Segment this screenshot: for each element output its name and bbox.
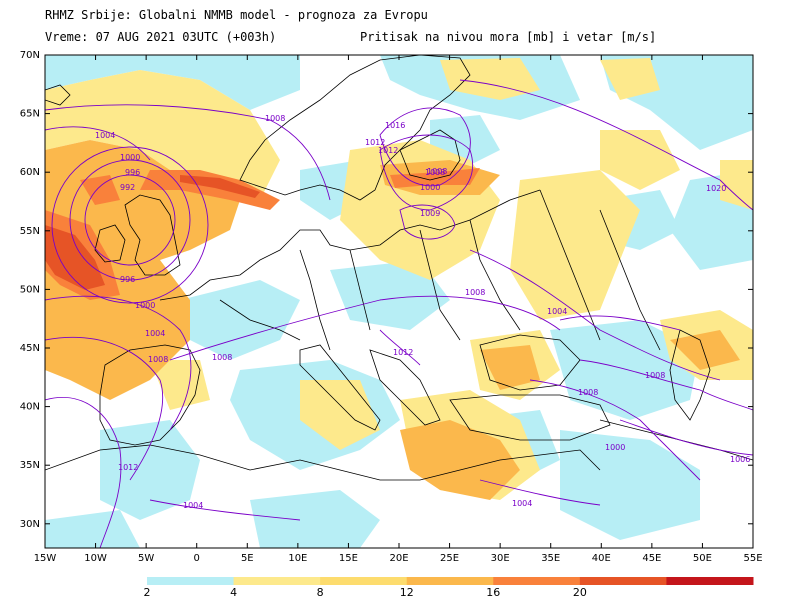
isobar-label: 1020 xyxy=(706,184,726,193)
map-plot-area: 1008 1004 1000 996 992 996 1000 1004 100… xyxy=(45,55,753,548)
isobar-labels: 1008 1004 1000 996 992 996 1000 1004 100… xyxy=(95,114,750,510)
latitude-label: 30N xyxy=(20,519,40,530)
longitude-label: 20E xyxy=(389,553,408,564)
isobar-label: 1000 xyxy=(120,153,140,162)
longitude-axis: 15W 10W 5W 0 5E 10E 15E 20E 25E 30E 35E 40E 45E 50E 55… xyxy=(34,55,763,564)
longitude-label: 15E xyxy=(339,553,358,564)
isobar-label: 996 xyxy=(125,168,140,177)
isobar-label: 1000 xyxy=(135,301,155,310)
isobar-label: 1000 xyxy=(605,443,625,452)
isobar-label: 1008 xyxy=(645,371,665,380)
colorbar-threshold-label: 2 xyxy=(143,586,151,599)
isobar-label: 992 xyxy=(120,183,135,192)
colorbar-segment xyxy=(579,577,667,585)
latitude-label: 35N xyxy=(20,460,40,471)
isobar-label: 1012 xyxy=(393,348,413,357)
isobar-label: 1004 xyxy=(512,499,532,508)
isobar-label: 1008 xyxy=(427,167,447,176)
longitude-label: 40E xyxy=(592,553,611,564)
isobar-label: 1008 xyxy=(212,353,232,362)
longitude-label: 15W xyxy=(34,553,57,564)
longitude-label: 5W xyxy=(138,553,154,564)
colorbar-segment xyxy=(666,577,754,585)
latitude-label: 45N xyxy=(20,343,40,354)
isobar-label: 1012 xyxy=(118,463,138,472)
wind-band-16-20 xyxy=(45,175,260,290)
colorbar-segment xyxy=(320,577,408,585)
isobar-label: 1004 xyxy=(547,307,567,316)
header-title: RHMZ Srbije: Globalni NMMB model - progn… xyxy=(45,8,428,22)
longitude-label: 50E xyxy=(693,553,712,564)
colorbar-threshold-label: 8 xyxy=(316,586,324,599)
isobar-label: 1008 xyxy=(148,355,168,364)
colorbar-threshold-label: 4 xyxy=(230,586,238,599)
isobar-label: 1004 xyxy=(95,131,115,140)
longitude-label: 25E xyxy=(440,553,459,564)
isobar-label: 1008 xyxy=(265,114,285,123)
latitude-label: 60N xyxy=(20,167,40,178)
latitude-label: 65N xyxy=(20,109,40,120)
isobar-label: 1012 xyxy=(365,138,385,147)
coastlines-borders xyxy=(45,55,753,481)
isobar-label: 1009 xyxy=(420,209,440,218)
latitude-label: 40N xyxy=(20,402,40,413)
colorbar-segment xyxy=(147,577,235,585)
isobar-label: 1008 xyxy=(578,388,598,397)
longitude-label: 45E xyxy=(642,553,661,564)
header-field-description: Pritisak na nivou mora [mb] i vetar [m/s… xyxy=(360,30,657,44)
longitude-label: 30E xyxy=(491,553,510,564)
isobar-label: 1000 xyxy=(420,183,440,192)
isobar-label: 1016 xyxy=(385,121,405,130)
longitude-label: 10W xyxy=(84,553,107,564)
isobar-label: 1004 xyxy=(145,329,165,338)
longitude-label: 55E xyxy=(743,553,762,564)
header-valid-time: Vreme: 07 AUG 2021 03UTC (+003h) xyxy=(45,30,277,44)
latitude-label: 70N xyxy=(20,50,40,61)
latitude-axis: 70N 65N 60N 55N 50N 45N 40N 35N 30N xyxy=(20,50,753,530)
colorbar-threshold-label: 12 xyxy=(399,586,414,599)
isobar-label: 1006 xyxy=(730,455,750,464)
longitude-label: 10E xyxy=(288,553,307,564)
colorbar-threshold-label: 16 xyxy=(486,586,501,599)
longitude-label: 0 xyxy=(194,553,200,564)
isobar-label: 1012 xyxy=(378,146,398,155)
colorbar-segment xyxy=(233,577,321,585)
isobar-label: 1008 xyxy=(425,168,445,177)
isobar-label: 1008 xyxy=(465,288,485,297)
isobars xyxy=(45,79,753,548)
longitude-label: 5E xyxy=(241,553,254,564)
isobar-label: 1004 xyxy=(183,501,203,510)
colorbar-segment xyxy=(493,577,581,585)
colorbar-segment xyxy=(406,577,494,585)
latitude-label: 55N xyxy=(20,226,40,237)
wind-speed-colorbar xyxy=(147,577,754,585)
colorbar-threshold-label: 20 xyxy=(572,586,587,599)
isobar-label: 996 xyxy=(120,275,135,284)
latitude-label: 50N xyxy=(20,284,40,295)
longitude-label: 35E xyxy=(541,553,560,564)
